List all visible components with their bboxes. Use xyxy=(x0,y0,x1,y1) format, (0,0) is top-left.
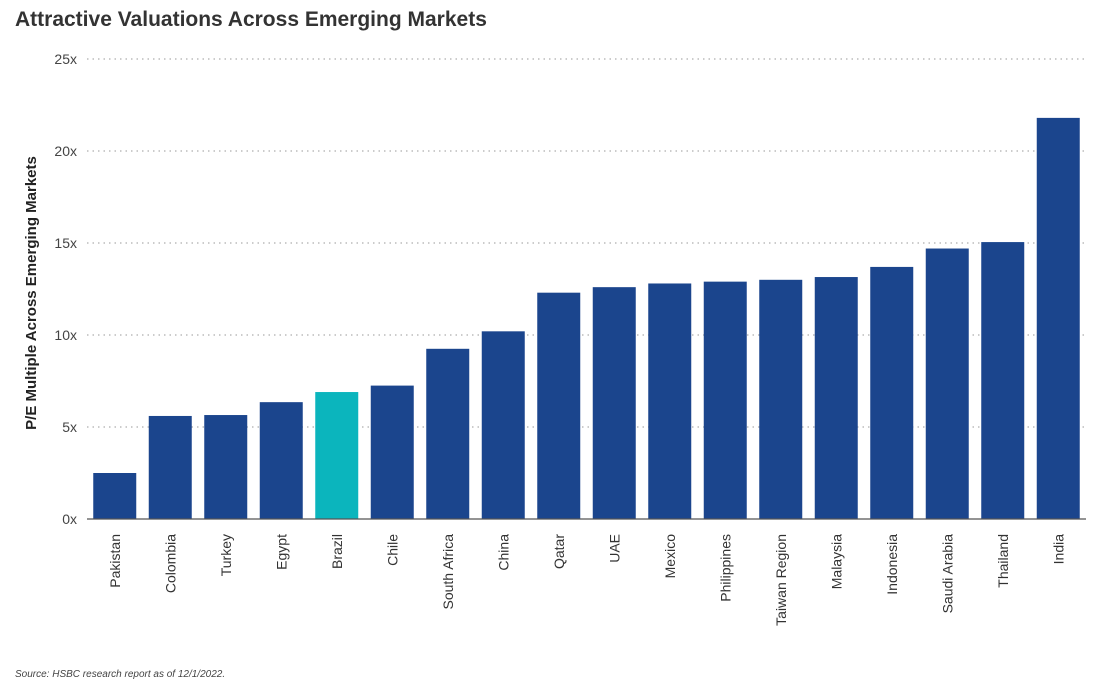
bar-south-africa xyxy=(426,348,470,519)
bar-indonesia xyxy=(870,266,914,519)
bar-mexico xyxy=(648,283,692,519)
bar-chile xyxy=(370,385,414,519)
x-tick-label: UAE xyxy=(606,534,622,563)
bar-pakistan xyxy=(93,473,137,519)
x-tick-label: China xyxy=(495,534,511,571)
bar-thailand xyxy=(981,242,1025,519)
x-tick-label: Saudi Arabia xyxy=(939,534,955,614)
x-tick-label: Thailand xyxy=(995,534,1011,588)
bars xyxy=(93,117,1080,519)
x-tick-label: Philippines xyxy=(717,534,733,602)
y-axis-ticks: 0x 5x 10x 15x 20x 25x xyxy=(54,51,77,527)
x-tick-label: Qatar xyxy=(551,534,567,569)
bar-colombia xyxy=(148,415,192,519)
y-tick-label: 15x xyxy=(54,235,77,251)
x-tick-label: India xyxy=(1050,534,1066,565)
bar-saudi-arabia xyxy=(925,248,969,519)
chart-title: Attractive Valuations Across Emerging Ma… xyxy=(15,8,487,31)
y-tick-label: 10x xyxy=(54,327,77,343)
bar-taiwan-region xyxy=(759,279,803,519)
bar-brazil xyxy=(315,392,359,519)
x-tick-label: Taiwan Region xyxy=(773,534,789,626)
source-note: Source: HSBC research report as of 12/1/… xyxy=(15,669,226,680)
x-tick-label: Turkey xyxy=(218,534,234,576)
y-tick-label: 5x xyxy=(62,419,77,435)
x-tick-label: South Africa xyxy=(440,534,456,610)
bar-qatar xyxy=(537,292,581,519)
bar-egypt xyxy=(259,402,303,519)
x-tick-label: Chile xyxy=(384,534,400,566)
y-tick-label: 0x xyxy=(62,511,77,527)
x-tick-label: Indonesia xyxy=(884,534,900,595)
y-tick-label: 20x xyxy=(54,143,77,159)
grid-lines xyxy=(87,58,1086,428)
bar-uae xyxy=(592,287,636,519)
bar-turkey xyxy=(204,415,248,519)
bar-malaysia xyxy=(814,277,858,519)
y-axis-label: P/E Multiple Across Emerging Markets xyxy=(23,156,40,430)
bar-philippines xyxy=(703,281,747,519)
bar-india xyxy=(1036,117,1080,519)
x-tick-label: Pakistan xyxy=(107,534,123,588)
x-tick-label: Brazil xyxy=(329,534,345,569)
x-tick-label: Egypt xyxy=(273,534,289,570)
x-tick-label: Malaysia xyxy=(828,534,844,589)
bar-china xyxy=(481,331,525,519)
x-tick-label: Mexico xyxy=(662,534,678,579)
x-axis-ticks: Pakistan Colombia Turkey Egypt Brazil Chile So… xyxy=(107,534,1067,626)
x-tick-label: Colombia xyxy=(162,534,178,593)
y-tick-label: 25x xyxy=(54,51,77,67)
